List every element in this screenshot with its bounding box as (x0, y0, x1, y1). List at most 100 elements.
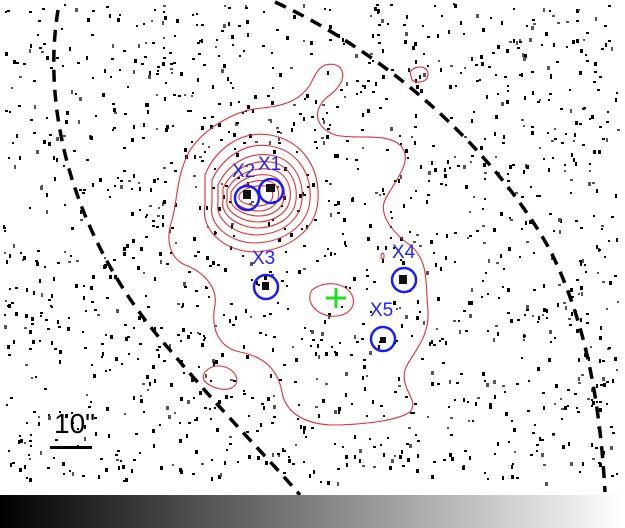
noise-pixel (471, 288, 473, 292)
noise-pixel (601, 48, 604, 50)
noise-pixel (320, 481, 322, 483)
noise-pixel (519, 74, 522, 76)
noise-pixel (473, 196, 475, 198)
noise-pixel (91, 34, 94, 36)
noise-pixel (5, 11, 7, 13)
noise-pixel (243, 142, 246, 144)
noise-pixel (601, 225, 604, 227)
noise-pixel (542, 314, 544, 316)
noise-pixel (568, 442, 570, 446)
noise-pixel (232, 44, 234, 46)
noise-pixel (165, 128, 168, 132)
intensity-contours (168, 63, 429, 426)
noise-pixel (603, 451, 605, 455)
noise-pixel (580, 286, 583, 290)
noise-pixel (440, 267, 442, 271)
noise-pixel (137, 266, 140, 270)
noise-pixel (334, 154, 337, 158)
noise-pixel (148, 75, 151, 79)
noise-pixel (86, 56, 88, 60)
noise-pixel (508, 247, 511, 251)
noise-pixel (187, 400, 190, 404)
noise-pixel (403, 24, 406, 26)
noise-pixel (24, 465, 26, 469)
noise-pixel (523, 335, 526, 337)
noise-pixel (217, 264, 220, 266)
noise-pixel (101, 356, 103, 358)
noise-pixel (133, 174, 135, 178)
noise-pixel (243, 390, 245, 392)
noise-pixel (149, 71, 151, 75)
noise-pixel (242, 112, 244, 114)
noise-pixel (196, 305, 199, 307)
noise-pixel (303, 4, 305, 8)
noise-pixel (522, 53, 524, 57)
noise-pixel (616, 369, 618, 371)
noise-pixel (403, 204, 405, 208)
noise-pixel (595, 17, 597, 21)
noise-pixel (78, 120, 80, 124)
noise-pixel (329, 39, 332, 41)
noise-pixel (509, 41, 512, 43)
noise-pixel (82, 475, 85, 477)
noise-pixel (569, 89, 571, 91)
noise-pixel (19, 435, 21, 437)
noise-pixel (612, 379, 614, 383)
noise-pixel (93, 374, 96, 378)
noise-pixel (18, 105, 21, 107)
noise-pixel (277, 131, 280, 133)
noise-pixel (526, 165, 529, 169)
noise-pixel (230, 379, 233, 381)
noise-pixel (102, 352, 104, 356)
noise-pixel (221, 353, 224, 357)
noise-pixel (423, 321, 425, 325)
noise-pixel (201, 39, 203, 43)
noise-pixel (306, 225, 308, 229)
noise-pixel (334, 410, 337, 414)
noise-pixel (92, 10, 95, 12)
noise-pixel (169, 52, 172, 54)
noise-pixel (460, 72, 462, 74)
noise-pixel (32, 340, 35, 344)
noise-pixel (265, 334, 267, 336)
noise-pixel (156, 349, 159, 351)
noise-pixel (5, 52, 8, 56)
source-label-x4: X4 (392, 242, 416, 263)
noise-pixel (116, 309, 119, 313)
noise-pixel (75, 93, 77, 95)
noise-pixel (582, 259, 584, 263)
noise-pixel (38, 416, 40, 418)
noise-pixel (215, 46, 217, 48)
noise-pixel (276, 127, 279, 129)
noise-pixel (7, 345, 10, 349)
noise-pixel (315, 352, 317, 356)
noise-pixel (16, 62, 19, 64)
noise-pixel (426, 271, 429, 275)
noise-pixel (203, 117, 206, 119)
noise-pixel (4, 325, 7, 329)
noise-pixel (5, 110, 8, 112)
noise-pixel (519, 256, 521, 258)
noise-pixel (360, 91, 362, 93)
noise-pixel (83, 296, 85, 300)
noise-pixel (344, 96, 346, 98)
noise-pixel (80, 219, 83, 221)
noise-pixel (91, 301, 94, 303)
noise-pixel (110, 76, 112, 78)
noise-pixel (184, 286, 187, 288)
noise-pixel (469, 235, 472, 237)
noise-pixel (531, 131, 534, 135)
noise-pixel (330, 252, 332, 256)
noise-pixel (38, 20, 41, 22)
noise-pixel (139, 343, 142, 345)
noise-pixel (306, 174, 309, 176)
noise-pixel (57, 320, 59, 324)
noise-pixel (521, 73, 523, 77)
noise-pixel (361, 129, 364, 131)
noise-pixel (570, 109, 572, 113)
noise-pixel (366, 375, 368, 377)
noise-pixel (312, 339, 315, 341)
noise-pixel (158, 354, 160, 358)
noise-pixel (36, 150, 39, 154)
noise-pixel (370, 311, 372, 313)
